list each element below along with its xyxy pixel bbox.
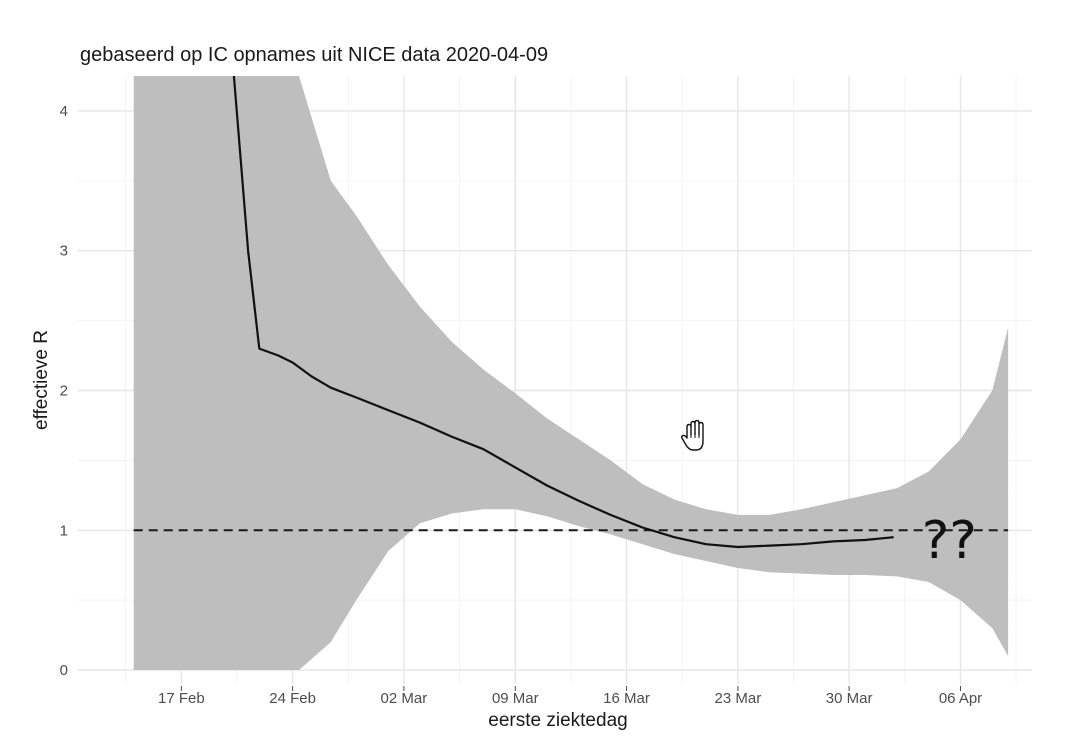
x-axis-label: eerste ziektedag (488, 710, 627, 731)
x-tick-label: 02 Mar (381, 690, 428, 707)
y-axis-label: effectieve R (31, 330, 52, 430)
x-tick-label: 09 Mar (492, 690, 539, 707)
x-tick-label: 23 Mar (715, 690, 762, 707)
hand-cursor-icon (680, 419, 704, 451)
x-tick-label: 16 Mar (603, 690, 650, 707)
x-axis-ticks: 17 Feb 24 Feb 02 Mar 09 Mar 16 Mar 23 Mar 30 M… (158, 686, 982, 707)
x-tick-label: 24 Feb (269, 690, 316, 707)
y-axis-ticks: 0 1 2 3 4 (60, 103, 68, 679)
y-tick-label: 4 (60, 103, 68, 120)
x-tick-label: 17 Feb (158, 690, 205, 707)
chart-title: gebaseerd op IC opnames uit NICE data 20… (80, 44, 548, 66)
x-tick-label: 06 Apr (939, 690, 982, 707)
median-line (232, 76, 894, 549)
x-tick-label: 30 Mar (826, 690, 873, 707)
y-tick-label: 2 (60, 383, 68, 400)
y-tick-label: 1 (60, 522, 68, 539)
question-marks-annotation: ?? (922, 511, 977, 571)
y-tick-label: 0 (60, 662, 68, 679)
y-tick-label: 3 (60, 243, 68, 260)
confidence-band (133, 76, 1009, 670)
